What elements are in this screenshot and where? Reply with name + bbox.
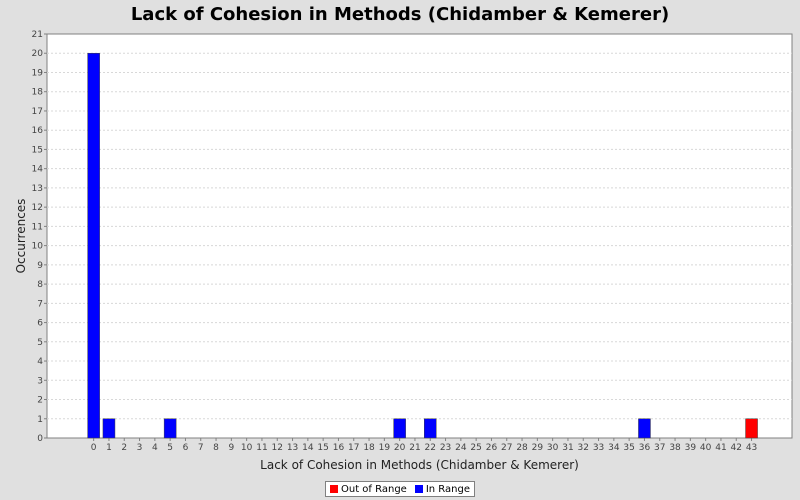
x-tick-label: 19: [379, 443, 391, 453]
y-tick-label: 0: [37, 434, 43, 444]
legend-swatch-out-of-range: [330, 485, 338, 493]
legend-label-out-of-range: Out of Range: [341, 483, 407, 495]
y-tick-label: 14: [32, 165, 44, 175]
y-tick-label: 5: [37, 338, 43, 348]
x-tick-label: 43: [746, 443, 757, 453]
y-tick-label: 17: [32, 107, 43, 117]
x-tick-label: 31: [562, 443, 573, 453]
x-tick-label: 24: [455, 443, 467, 453]
y-tick-label: 18: [32, 88, 44, 98]
x-tick-label: 37: [654, 443, 665, 453]
y-tick-label: 16: [32, 126, 44, 136]
y-tick-label: 9: [37, 261, 43, 271]
y-tick-label: 6: [37, 319, 43, 329]
x-tick-label: 38: [669, 443, 681, 453]
legend-swatch-in-range: [414, 485, 423, 493]
x-tick-label: 4: [152, 443, 158, 453]
y-tick-label: 8: [37, 280, 43, 290]
x-axis-label: Lack of Cohesion in Methods (Chidamber &…: [260, 458, 579, 472]
x-tick-label: 41: [715, 443, 726, 453]
legend-item-out-of-range: Out of Range: [330, 484, 407, 495]
x-tick-label: 17: [348, 443, 359, 453]
x-tick-label: 12: [272, 443, 283, 453]
x-tick-label: 5: [167, 443, 173, 453]
y-tick-label: 2: [37, 396, 43, 406]
x-tick-label: 20: [394, 443, 406, 453]
legend-item-in-range: In Range: [414, 483, 470, 495]
bar-in-range: [638, 418, 651, 439]
plot-area: [46, 33, 793, 439]
bar-out-of-range: [745, 418, 758, 439]
x-tick-label: 28: [516, 443, 528, 453]
x-tick-label: 10: [241, 443, 253, 453]
x-tick-label: 33: [593, 443, 604, 453]
x-tick-label: 18: [363, 443, 375, 453]
x-tick-label: 16: [333, 443, 345, 453]
x-tick-label: 40: [700, 443, 712, 453]
y-tick-label: 13: [32, 184, 43, 194]
bar-in-range: [393, 418, 406, 439]
x-tick-label: 27: [501, 443, 512, 453]
y-tick-label: 10: [32, 242, 44, 252]
x-tick-label: 9: [228, 443, 234, 453]
bar-in-range: [87, 52, 100, 439]
y-tick-label: 15: [32, 145, 43, 155]
x-tick-label: 0: [91, 443, 97, 453]
y-tick-label: 3: [37, 376, 43, 386]
y-tick-label: 12: [32, 203, 43, 213]
y-tick-label: 19: [32, 68, 44, 78]
bar-in-range: [102, 418, 116, 439]
x-tick-label: 14: [302, 443, 314, 453]
x-tick-label: 32: [578, 443, 589, 453]
bar-in-range: [163, 418, 177, 439]
x-tick-label: 34: [608, 443, 620, 453]
y-tick-label: 11: [32, 222, 43, 232]
x-tick-label: 11: [256, 443, 267, 453]
legend: Out of Range In Range: [325, 481, 475, 497]
x-tick-label: 26: [486, 443, 498, 453]
x-tick-label: 42: [731, 443, 742, 453]
chart-title: Lack of Cohesion in Methods (Chidamber &…: [130, 4, 670, 25]
x-tick-label: 21: [409, 443, 420, 453]
y-tick-label: 21: [32, 30, 43, 40]
bar-in-range: [424, 418, 437, 439]
legend-label-in-range: In Range: [425, 483, 470, 495]
x-tick-label: 23: [440, 443, 451, 453]
y-tick-label: 7: [37, 299, 43, 309]
x-tick-label: 22: [425, 443, 436, 453]
x-tick-label: 6: [183, 443, 189, 453]
y-tick-label: 1: [37, 415, 43, 425]
x-tick-label: 25: [470, 443, 481, 453]
x-tick-label: 39: [685, 443, 697, 453]
x-tick-label: 1: [106, 443, 112, 453]
y-tick-label: 20: [32, 49, 44, 59]
x-tick-label: 29: [532, 443, 544, 453]
x-tick-label: 30: [547, 443, 559, 453]
x-tick-label: 15: [317, 443, 328, 453]
x-tick-label: 2: [121, 443, 127, 453]
x-tick-label: 36: [639, 443, 651, 453]
x-tick-label: 13: [287, 443, 298, 453]
x-tick-label: 7: [198, 443, 204, 453]
x-tick-label: 3: [137, 443, 143, 453]
x-tick-label: 35: [623, 443, 634, 453]
x-tick-label: 8: [213, 443, 219, 453]
y-axis-label: Occurrences: [14, 199, 28, 274]
y-tick-label: 4: [37, 357, 43, 367]
